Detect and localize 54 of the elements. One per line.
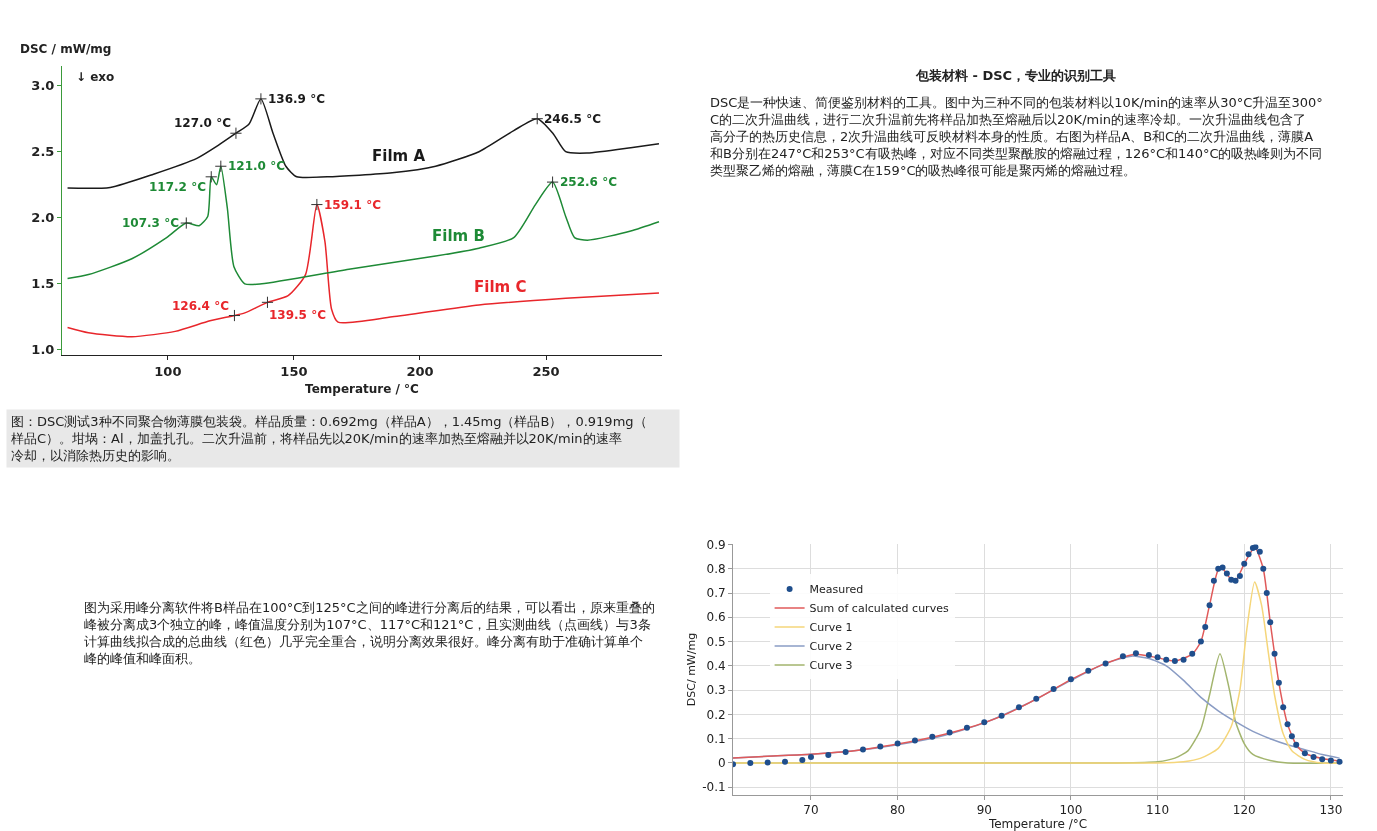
annotation: 121.0 °C	[228, 159, 286, 173]
x-tick-label: 150	[280, 363, 308, 379]
y-tick-label: 0	[717, 756, 726, 771]
y-tick-label: 0.8	[706, 561, 726, 576]
y-tick-label: 1.0	[31, 342, 55, 358]
y-tick-label: 0.9	[706, 537, 726, 552]
y-tick-label: 2.5	[31, 144, 55, 160]
x-tick-label: 70	[803, 802, 819, 817]
legend-label: Measured	[809, 583, 864, 597]
annotation: 126.4 °C	[172, 299, 230, 313]
series-label: Film B	[432, 227, 485, 245]
x-tick-label: 200	[406, 363, 434, 379]
x-tick-label: 100	[1059, 802, 1083, 817]
y-tick-label: 2.0	[31, 210, 55, 226]
x-axis-title: Temperature /°C	[987, 817, 1088, 831]
annotation: 117.2 °C	[149, 180, 207, 194]
x-tick-label: 110	[1146, 802, 1170, 817]
annotation: 107.3 °C	[122, 216, 180, 230]
x-tick-label: 120	[1232, 802, 1256, 817]
x-axis-title: Temperature / °C	[305, 381, 420, 396]
y-tick-label: 0.4	[706, 659, 726, 674]
y-tick-label: 0.3	[706, 683, 726, 698]
legend-label: Curve 2	[809, 640, 853, 654]
annotation: 136.9 °C	[268, 92, 326, 106]
legend-label: Curve 1	[809, 621, 853, 635]
y-axis-title: DSC/ mW/mg	[684, 632, 698, 707]
y-tick-label: 0.6	[706, 610, 726, 625]
y-tick-label: 3.0	[31, 78, 55, 94]
y-tick-label: -0.1	[702, 780, 726, 795]
x-tick-label: 250	[532, 363, 560, 379]
y-tick-label: 0.7	[706, 586, 726, 601]
y-axis-title: DSC / mW/mg	[20, 42, 112, 56]
series-label: Film C	[474, 278, 527, 296]
text: DSC是一种快速、简便鉴别材料的工具。图中为三种不同的包装材料以10K/min的速率从30°C升温至300°C的二次升温曲线，进行二次升温前先将样品加热至熔融后以20K/min的速率冷却。一次升温曲线包含了高分子的热历史信息，2次升温曲线可反映材料本身的性质。右图为样品A、B和C的二次升温曲线，薄膜A和B分别在247°C和253°C有吸热峰，对应不同类型聚酰胺的熔融过程，126°C和140°C的吸热峰则为不同类型聚乙烯的熔融，薄膜C在159°C的吸热峰很可能是聚丙烯的熔融过程。	[710, 95, 1323, 178]
text: 图为采用峰分离软件将B样品在100°C到125°C之间的峰进行分离后的结果，可以看出，原来重叠的峰被分离成3个独立的峰，峰值温度分别为107°C、117°C和121°C，且实测曲线（点画线）与3条计算曲线拟合成的总曲线（红色）几乎完全重合，说明分离效果很好。峰分离有助于准确计算单个峰的峰值和峰面积。	[84, 600, 655, 666]
x-tick-label: 100	[154, 363, 182, 379]
text: 图：DSC测试3种不同聚合物薄膜包装袋。样品质量：0.692mg（样品A），1.45mg（样品B），0.919mg（样品C）。坩埚：Al，加盖扎孔。二次升温前，将样品先以20K/min的速率加热至熔融并以20K/min的速率冷却，以消除热历史的影响。	[11, 414, 647, 463]
y-tick-label: 0.2	[706, 707, 726, 722]
text: 包装材料 - DSC，专业的识别工具	[915, 68, 1117, 83]
annotation: 159.1 °C	[324, 198, 382, 212]
series-label: Film A	[372, 147, 426, 165]
legend-label: Curve 3	[809, 659, 853, 673]
x-tick-label: 80	[889, 802, 906, 817]
annotation: 246.5 °C	[544, 112, 602, 126]
annotation: 139.5 °C	[269, 308, 327, 322]
annotation: 127.0 °C	[174, 116, 232, 130]
y-tick-label: 0.1	[706, 731, 726, 746]
annotation: ↓ exo	[76, 70, 115, 84]
x-tick-label: 90	[976, 802, 992, 817]
x-tick-label: 130	[1319, 802, 1343, 817]
annotation: 252.6 °C	[560, 175, 618, 189]
legend-label: Sum of calculated curves	[809, 602, 949, 616]
y-tick-label: 1.5	[31, 276, 55, 292]
y-tick-label: 0.5	[706, 634, 726, 649]
